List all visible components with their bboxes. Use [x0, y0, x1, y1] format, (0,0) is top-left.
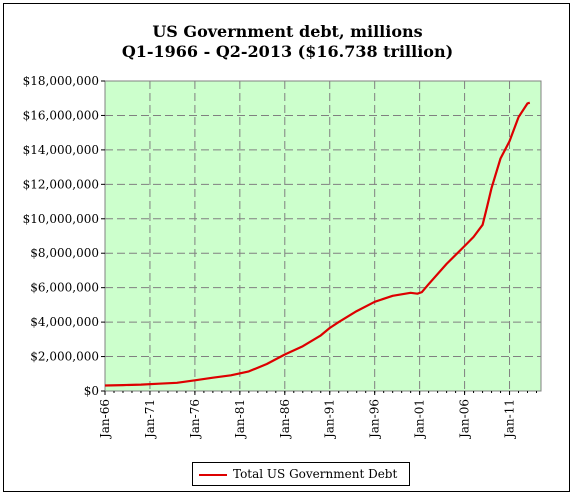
y-tick-label: $6,000,000	[30, 281, 99, 295]
legend: Total US Government Debt	[192, 462, 410, 486]
x-tick-label: Jan-11	[503, 399, 517, 440]
series-layer	[104, 101, 531, 387]
y-tick-label: $12,000,000	[23, 177, 99, 191]
x-tick-label: Jan-91	[323, 399, 337, 440]
y-tick-label: $0	[84, 384, 99, 398]
y-tick-label: $14,000,000	[23, 143, 99, 157]
legend-swatch	[199, 474, 227, 476]
series-line-total-debt	[104, 101, 531, 387]
x-tick-label: Jan-66	[98, 399, 112, 440]
y-tick-label: $8,000,000	[30, 246, 99, 260]
legend-label: Total US Government Debt	[233, 467, 398, 481]
x-tick-label: Jan-96	[368, 399, 382, 440]
y-tick-label: $2,000,000	[30, 350, 99, 364]
x-tick-label: Jan-76	[188, 399, 202, 440]
plot-area	[104, 80, 542, 392]
y-tick-label: $18,000,000	[23, 74, 99, 88]
x-tick-label: Jan-71	[143, 399, 157, 440]
chart-subtitle: Q1-1966 - Q2-2013 ($16.738 trillion)	[121, 42, 454, 61]
x-tick-label: Jan-01	[413, 399, 427, 440]
y-tick-label: $4,000,000	[30, 315, 99, 329]
x-tick-label: Jan-86	[278, 399, 292, 440]
x-tick-label: Jan-06	[458, 399, 472, 440]
chart-title: US Government debt, millions	[152, 22, 423, 41]
y-tick-label: $16,000,000	[23, 108, 99, 122]
y-axis: $0 $2,000,000 $4,000,000 $6,000,000 $8,000,0…	[23, 74, 105, 398]
x-tick-label: Jan-81	[233, 399, 247, 440]
grid-lines	[105, 81, 541, 391]
y-tick-label: $10,000,000	[23, 212, 99, 226]
x-axis: Jan-66 Jan-71 Jan-76 Jan-81 Jan-86 Jan-91 Jan-…	[98, 391, 538, 440]
